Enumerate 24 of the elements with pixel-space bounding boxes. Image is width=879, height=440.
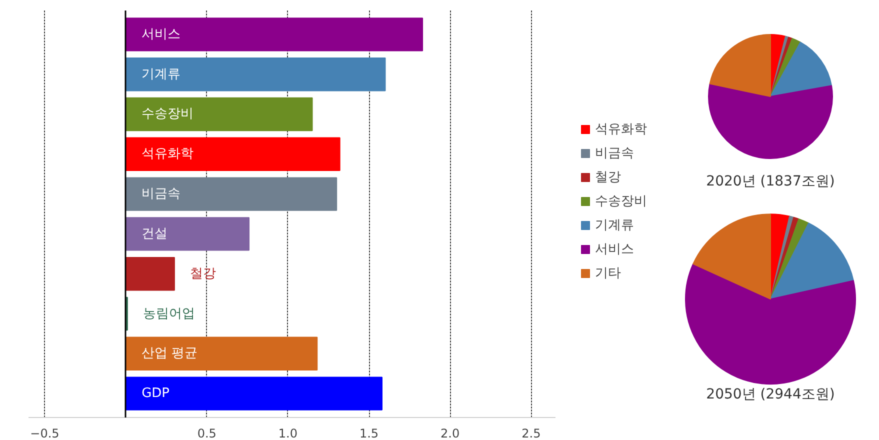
y-tick-label: 서비스: [142, 26, 181, 42]
legend-label: 수송장비: [595, 193, 647, 210]
y-tick-label: 석유화학: [142, 146, 194, 162]
legend-label: 서비스: [595, 241, 634, 258]
legend-label: 철강: [595, 169, 621, 186]
x-tick-label: 1.0: [278, 426, 298, 440]
slice-label: 2050년 (2944조원): [706, 386, 835, 402]
legend-label: 비금속: [595, 145, 634, 162]
x-tick-label: 2.0: [440, 426, 460, 440]
y-tick-label: 산업 평균: [142, 346, 198, 362]
x-tick-label: −0.5: [30, 426, 60, 440]
legend-label: 기계류: [595, 217, 634, 234]
y-tick-label: GDP: [142, 386, 170, 402]
y-tick-label: 농림어업: [143, 306, 196, 322]
x-tick-label: 1.5: [359, 426, 379, 440]
legend-label: 기타: [595, 265, 621, 282]
x-tick-label: 0.5: [197, 426, 216, 440]
x-tick-label: 2.5: [522, 426, 541, 440]
y-tick-label: 비금속: [142, 186, 181, 202]
y-tick-label: 수송장비: [142, 106, 194, 122]
legend-label: 석유화학: [595, 121, 647, 138]
y-tick-label: 건설: [142, 226, 168, 242]
slice-label: 2020년 (1837조원): [706, 174, 835, 190]
y-tick-label: 기계류: [142, 66, 181, 82]
